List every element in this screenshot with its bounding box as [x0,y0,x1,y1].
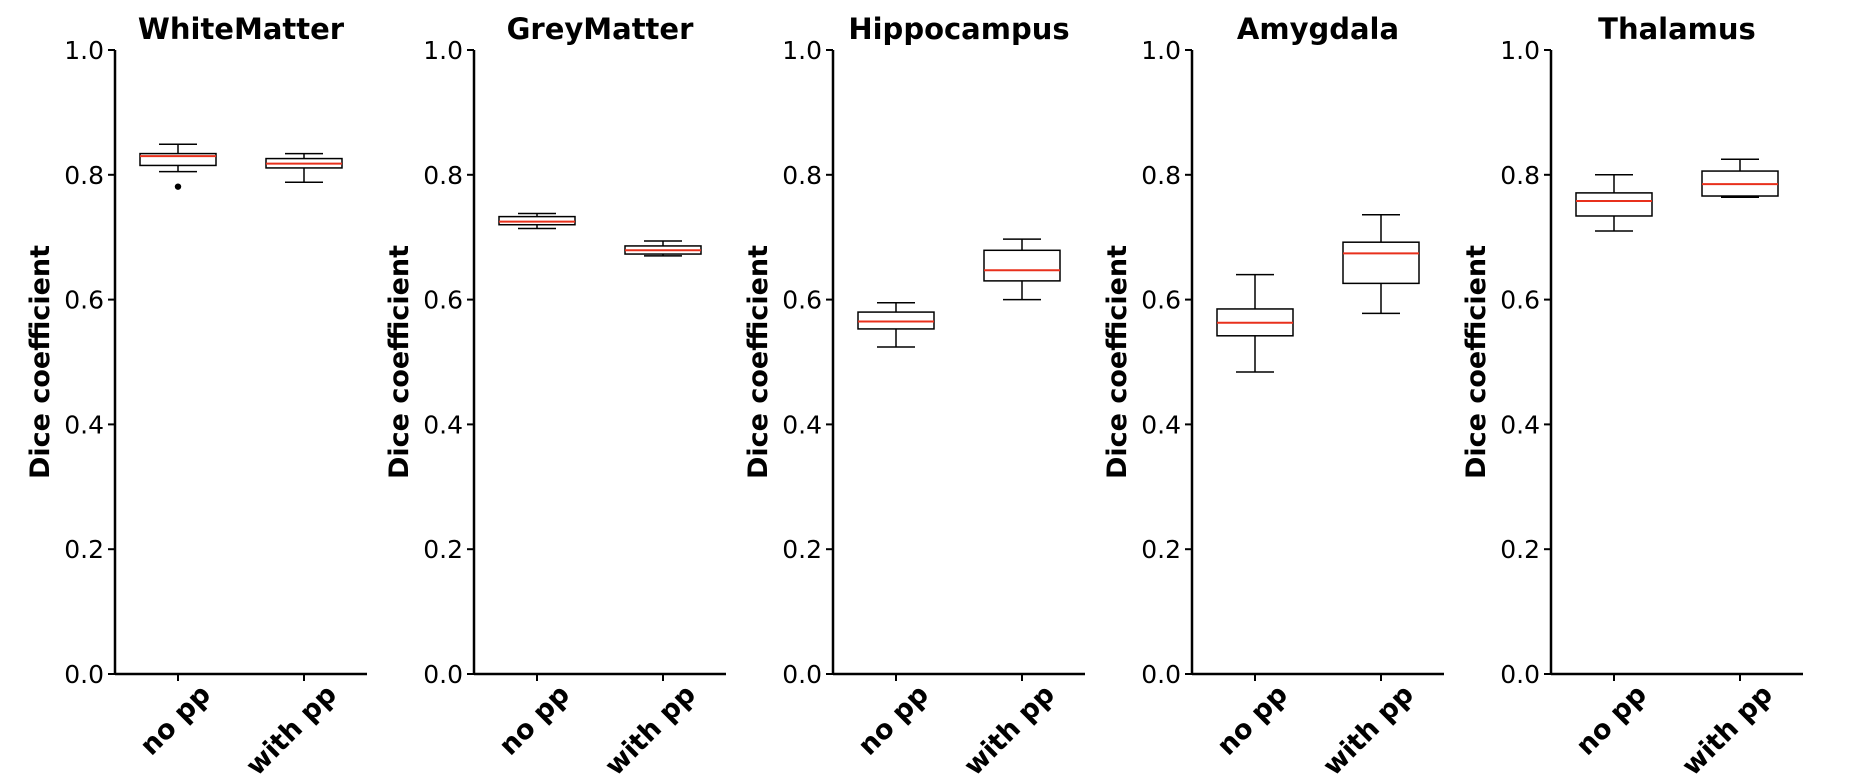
chart-panel: Amygdala Dice coefficient 0.0 0.2 0.4 0.6 0.8 1… [1102,12,1444,777]
box-iqr [1342,241,1420,285]
y-tick-label: 0.8 [1500,161,1540,190]
x-tick-label: with pp [599,679,702,777]
y-tick-label: 0.2 [1141,535,1181,564]
y-tick-label: 0.0 [782,660,822,689]
y-tick-label: 0.6 [1500,286,1540,315]
y-tick-label: 1.0 [423,36,463,65]
x-tick-label: with pp [958,679,1061,777]
box-no-pp [1216,273,1294,373]
box-iqr [139,152,217,167]
x-tick-label: with pp [1317,679,1420,777]
x-tick-label: no pp [493,679,576,762]
y-axis-label: Dice coefficient [1102,245,1133,479]
chart-panel: GreyMatter Dice coefficient 0.0 0.2 0.4 0.6 0.… [384,12,726,777]
y-tick-label: 0.4 [1141,410,1181,439]
y-tick-label: 0.4 [64,410,104,439]
y-tick-label: 0.2 [64,535,104,564]
y-tick-label: 0.8 [423,161,463,190]
y-axis-label: Dice coefficient [25,245,56,479]
box-no-pp [139,143,217,190]
y-tick-label: 1.0 [1141,36,1181,65]
y-tick-label: 0.0 [1141,660,1181,689]
y-tick-label: 0.8 [782,161,822,190]
x-tick-label: with pp [1676,679,1779,777]
box-with-pp [265,152,343,184]
x-tick-label: no pp [134,679,217,762]
y-tick-label: 0.2 [782,535,822,564]
box-with-pp [1342,213,1420,315]
x-tick-label: no pp [852,679,935,762]
box-with-pp [1701,158,1779,199]
y-axis-label: Dice coefficient [743,245,774,479]
y-tick-label: 0.6 [1141,286,1181,315]
box-with-pp [624,240,702,257]
box-iqr [983,249,1061,282]
chart-panel: Thalamus Dice coefficient 0.0 0.2 0.4 0.6 0.8 1… [1461,12,1803,777]
chart-title: WhiteMatter [138,12,345,46]
x-tick-label: no pp [1211,679,1294,762]
box-with-pp [983,238,1061,301]
chart-panel: Hippocampus Dice coefficient 0.0 0.2 0.4 0.6 0… [743,12,1085,777]
y-axis-label: Dice coefficient [1461,245,1492,479]
y-tick-label: 0.0 [64,660,104,689]
y-tick-label: 0.0 [423,660,463,689]
box-iqr [1575,192,1653,217]
chart-panel: WhiteMatter Dice coefficient 0.0 0.2 0.4 0.6 0… [25,12,367,777]
y-tick-label: 0.2 [1500,535,1540,564]
y-tick-label: 0.4 [423,410,463,439]
chart-title: GreyMatter [507,12,694,46]
chart-title: Hippocampus [848,12,1069,46]
y-tick-label: 1.0 [64,36,104,65]
box-no-pp [498,212,576,230]
y-tick-label: 0.0 [1500,660,1540,689]
y-axis-label: Dice coefficient [384,245,415,479]
box-no-pp [857,301,935,348]
y-tick-label: 0.2 [423,535,463,564]
y-tick-label: 0.6 [423,286,463,315]
y-tick-label: 0.6 [64,286,104,315]
y-tick-label: 0.4 [1500,410,1540,439]
box-no-pp [1575,174,1653,232]
x-tick-label: no pp [1570,679,1653,762]
chart-title: Thalamus [1598,12,1756,46]
outlier-point [174,183,182,190]
chart-title: Amygdala [1237,12,1399,46]
y-tick-label: 1.0 [1500,36,1540,65]
x-tick-label: with pp [240,679,343,777]
y-tick-label: 0.8 [64,161,104,190]
y-tick-label: 0.6 [782,286,822,315]
y-tick-label: 0.4 [782,410,822,439]
y-tick-label: 1.0 [782,36,822,65]
y-tick-label: 0.8 [1141,161,1181,190]
